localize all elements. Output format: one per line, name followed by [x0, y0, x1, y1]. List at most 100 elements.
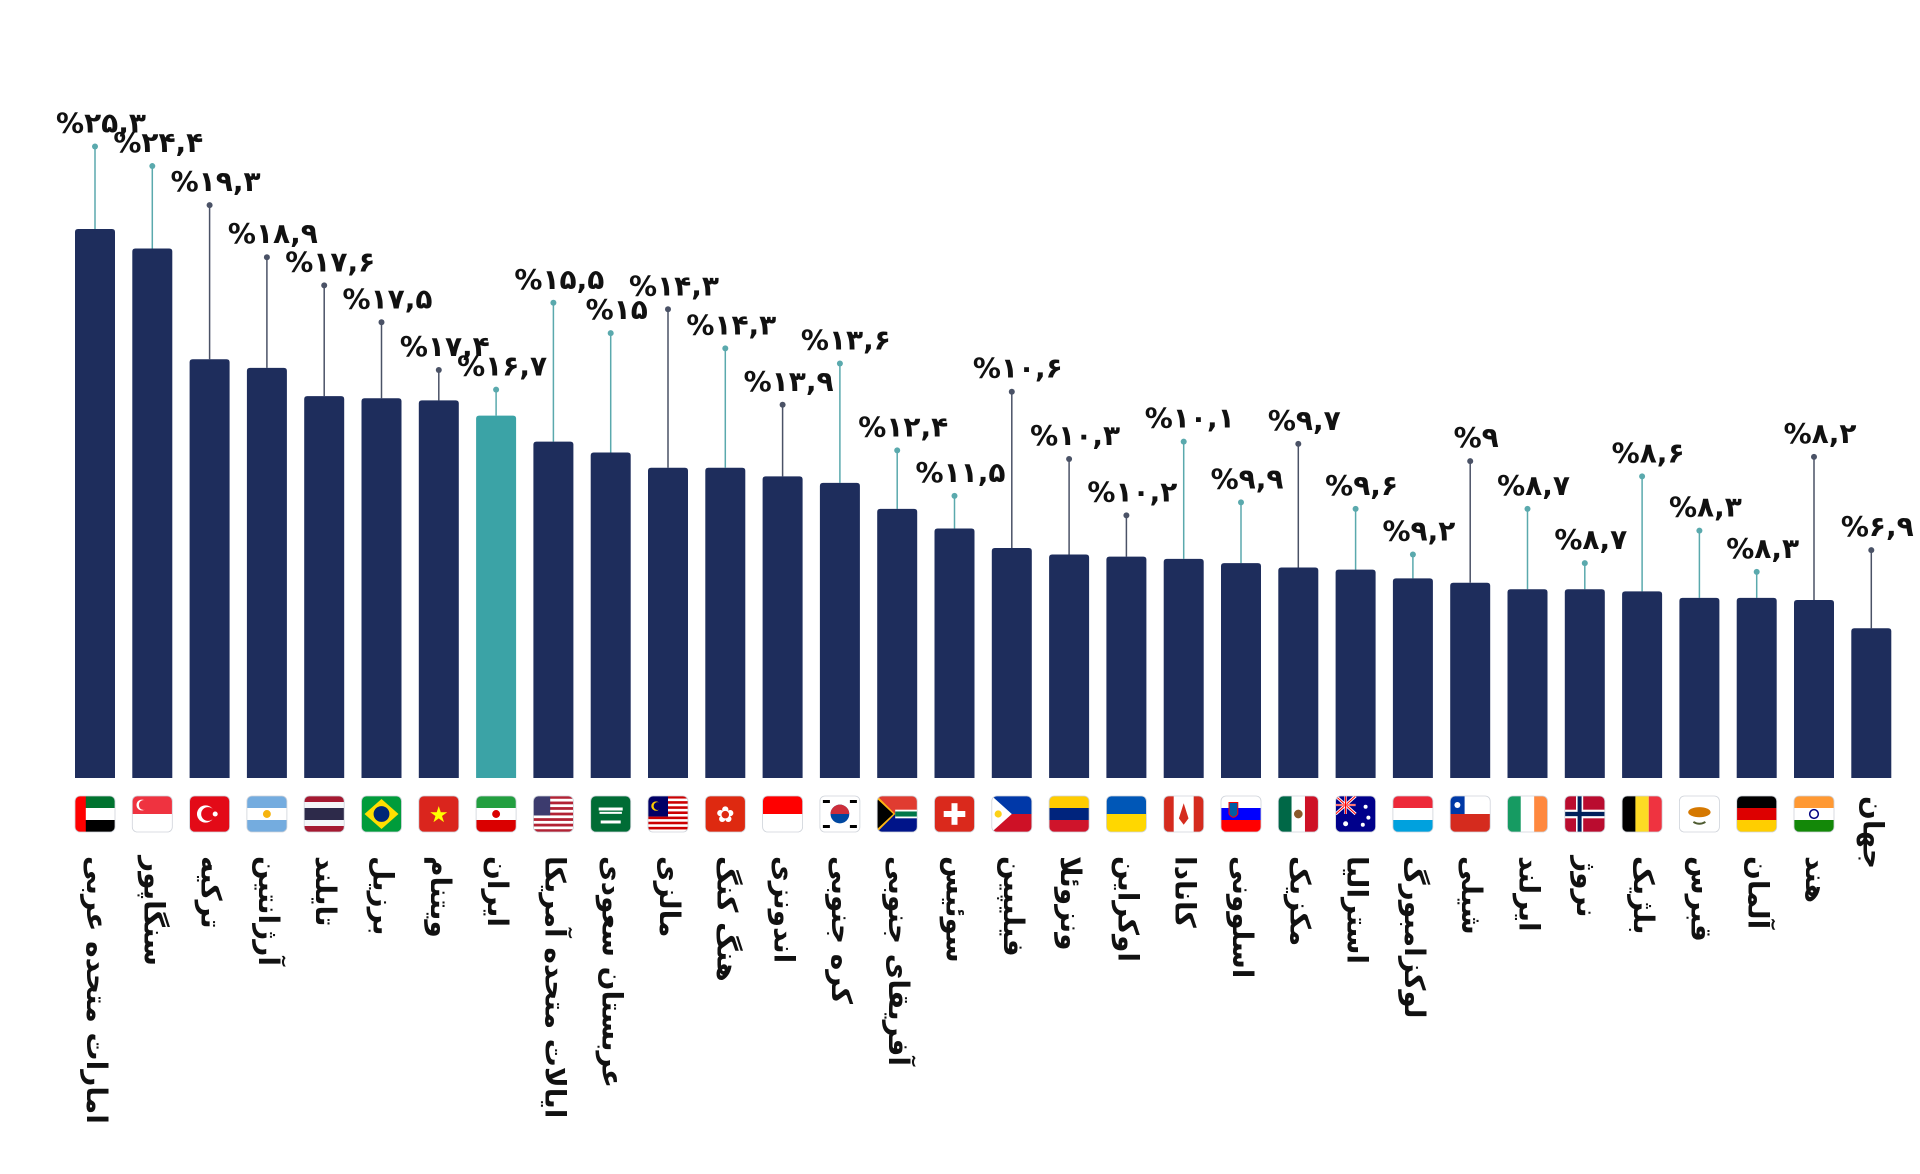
hong-kong-flag-icon: ✿: [704, 795, 746, 833]
value-label: %۲۵,۳: [56, 107, 146, 140]
value-label: %۱۷,۴: [400, 330, 490, 363]
bar: [1851, 628, 1892, 778]
value-label: %۱۴,۳: [629, 269, 719, 302]
bar-stem-dot: [1696, 527, 1703, 534]
bar: [361, 398, 402, 778]
value-label: %۱۹,۳: [171, 165, 261, 198]
category-label: سوئیس: [940, 856, 973, 963]
bar: [1450, 582, 1491, 778]
ukraine-flag-icon: [1106, 795, 1147, 833]
bar: [1049, 554, 1090, 778]
bar-stem-dot: [779, 401, 786, 408]
value-label: %۱۴,۳: [686, 308, 776, 341]
bar: [1335, 569, 1376, 778]
value-label: %۱۱,۵: [916, 456, 1006, 489]
bar: [304, 396, 345, 778]
value-label: %۱۷,۵: [343, 282, 433, 315]
bar: [1163, 558, 1204, 778]
bar: [246, 367, 287, 778]
category-label: جهان: [1856, 796, 1889, 869]
category-label: آلمان: [1742, 856, 1776, 931]
bar: [75, 228, 115, 779]
value-label: %۱۰,۱: [1145, 402, 1235, 435]
norway-flag-icon: [1564, 795, 1606, 833]
bar: [1736, 597, 1777, 778]
bar-stem-dot: [607, 330, 614, 337]
bar: [1564, 589, 1605, 778]
bar: [819, 482, 860, 778]
bar: [1679, 597, 1720, 778]
category-label: اندونزی: [768, 856, 801, 963]
category-label: اسلوونی: [1226, 856, 1259, 978]
category-label: کانادا: [1169, 856, 1202, 929]
switzerland-flag-icon: [934, 795, 975, 833]
category-label: قبرس: [1684, 856, 1717, 942]
category-label: هنگ کنگ: [710, 856, 743, 982]
bar-stem-dot: [836, 360, 843, 367]
bar: [991, 547, 1032, 778]
bar-stem-dot: [722, 345, 729, 352]
cyprus-flag-icon: [1679, 795, 1720, 833]
bar: [1392, 578, 1433, 778]
bar-stem-dot: [1180, 438, 1187, 445]
category-label: مکزیک: [1283, 856, 1316, 946]
bar: [705, 467, 746, 778]
value-label: %۸,۳: [1726, 532, 1799, 565]
value-label: %۶,۹: [1841, 510, 1914, 543]
value-label: %۱۳,۶: [801, 324, 891, 357]
bar-stem-dot: [378, 319, 385, 326]
brazil-flag-icon: [361, 795, 402, 833]
belgium-flag-icon: [1621, 795, 1663, 833]
category-label: ایران: [481, 856, 514, 927]
bar: [132, 248, 173, 778]
category-label: ونزوئلا: [1054, 856, 1087, 951]
bar: [476, 415, 517, 778]
value-label: %۱۰,۶: [973, 352, 1063, 385]
germany-flag-icon: [1736, 795, 1778, 833]
category-label: تایلند: [309, 856, 342, 927]
bar-stem-dot: [951, 492, 958, 499]
uae-flag-icon: [74, 795, 116, 833]
category-label: ویتنام: [424, 856, 457, 938]
category-label: هند: [1799, 856, 1832, 903]
value-label: %۹,۲: [1382, 514, 1455, 547]
vietnam-flag-icon: ★: [418, 795, 460, 833]
value-label: %۸,۳: [1669, 491, 1742, 524]
bar-stem-dot: [1753, 568, 1760, 575]
value-label: %۸,۲: [1784, 417, 1857, 450]
bar-stem-dot: [1352, 505, 1359, 512]
bar: [418, 400, 459, 778]
bar-stem-dot: [1524, 505, 1531, 512]
bar-stem-dot: [1123, 512, 1130, 519]
bar: [1622, 591, 1663, 778]
category-label: نروژ: [1570, 854, 1603, 917]
value-label: %۱۵: [586, 293, 648, 326]
turkey-flag-icon: [189, 795, 231, 833]
ireland-flag-icon: [1507, 795, 1548, 833]
bar: [1507, 589, 1548, 778]
bar-stem-dot: [1008, 388, 1015, 395]
australia-flag-icon: [1335, 795, 1376, 833]
bar: [1794, 600, 1834, 778]
bar-stem-dot: [1409, 551, 1416, 558]
slovenia-flag-icon: [1220, 795, 1262, 833]
value-label: %۹,۷: [1268, 404, 1341, 437]
category-label: آرژانتین: [252, 856, 286, 967]
bar: [189, 359, 230, 778]
malaysia-flag-icon: [647, 795, 689, 833]
bar-stem-dot: [321, 282, 328, 289]
category-label: لوکزامبورگ: [1398, 856, 1431, 1018]
value-label: %۱۰,۳: [1030, 419, 1120, 452]
bar-stem-dot: [493, 386, 500, 393]
bar: [533, 441, 574, 778]
iran-flag-icon: [475, 795, 517, 833]
argentina-flag-icon: [246, 795, 288, 833]
value-label: %۱۲,۴: [858, 410, 948, 443]
category-label: فیلیپین: [997, 856, 1030, 957]
luxembourg-flag-icon: [1392, 795, 1434, 833]
bar-stem-dot: [263, 254, 270, 261]
value-label: %۸,۶: [1612, 436, 1685, 469]
value-label: %۹,۶: [1325, 469, 1398, 502]
value-label: %۱۵,۵: [514, 263, 604, 296]
